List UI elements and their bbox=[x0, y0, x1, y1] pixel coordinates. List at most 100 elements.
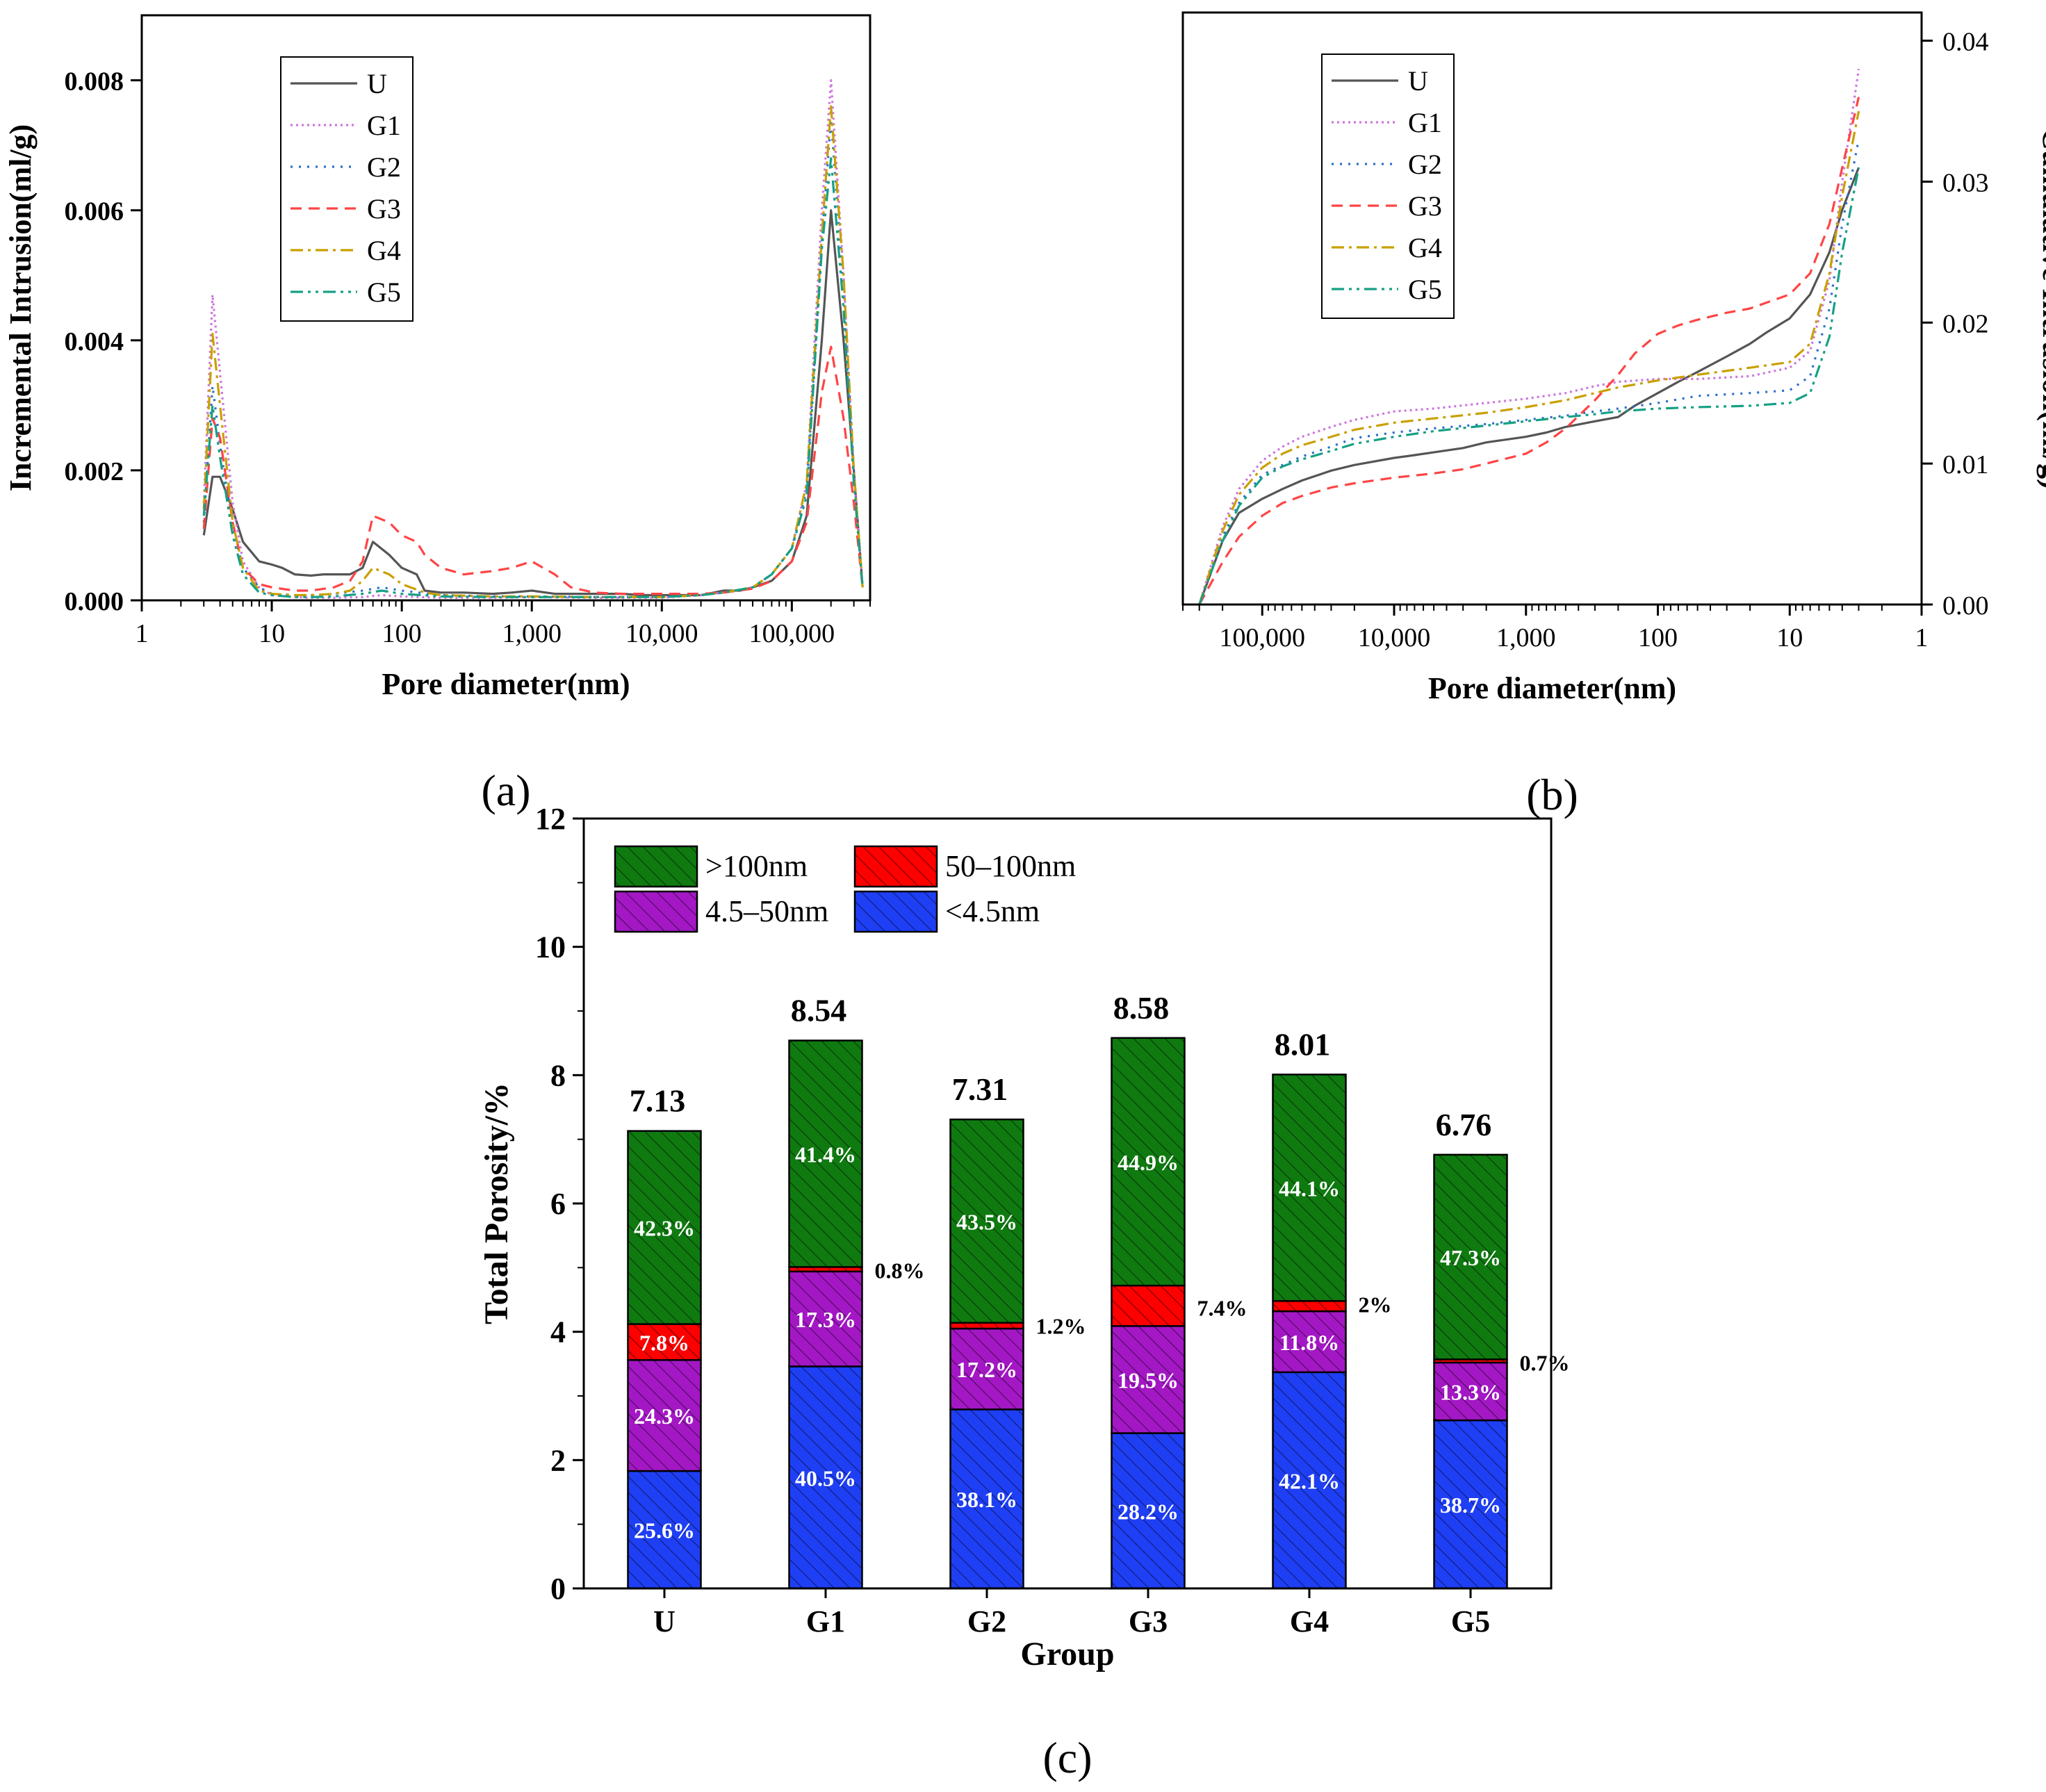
series-line-g5 bbox=[202, 157, 864, 598]
x-tick-label: 10,000 bbox=[625, 619, 698, 648]
x-tick-label: 100,000 bbox=[749, 619, 835, 648]
x-tick-label: 1,000 bbox=[502, 619, 562, 648]
x-tick-label: U bbox=[653, 1604, 676, 1638]
bar-g2-lt4_5-hatch bbox=[950, 1409, 1024, 1588]
segment-label: 42.1% bbox=[1279, 1468, 1340, 1493]
legend-swatch-hatch-gt100 bbox=[615, 846, 697, 887]
bar-g4-r50_100-hatch bbox=[1272, 1301, 1346, 1312]
panel-a-incremental-intrusion-chart: 1 10 100 1,000 10,000 100,000 0.000 0.002 0.004 0… bbox=[3, 14, 871, 815]
x-tick-label: 100 bbox=[1638, 623, 1678, 652]
y-axis-title: Total Porosity/% bbox=[478, 1083, 515, 1324]
segment-label: 0.8% bbox=[875, 1258, 925, 1283]
legend-label-g5: G5 bbox=[367, 277, 401, 308]
bar-g1-r4_5_50-hatch bbox=[789, 1271, 862, 1367]
legend-label-g4: G4 bbox=[1408, 232, 1442, 263]
series-line-g3 bbox=[202, 345, 864, 595]
y-tick-label: 0.002 bbox=[65, 457, 124, 486]
bar-g3-r4_5_50-hatch bbox=[1111, 1326, 1185, 1433]
x-tick-label: G2 bbox=[967, 1604, 1006, 1638]
series-line-g4 bbox=[202, 105, 864, 598]
x-tick-label: G5 bbox=[1451, 1604, 1490, 1638]
bar-total-label: 8.58 bbox=[1113, 990, 1170, 1026]
legend-label-r50_100: 50–100nm bbox=[945, 849, 1076, 883]
legend-label-gt100: >100nm bbox=[705, 849, 808, 883]
segment-label: 28.2% bbox=[1118, 1499, 1179, 1524]
plot-frame bbox=[1181, 11, 1923, 606]
y-tick-label: 6 bbox=[550, 1187, 566, 1221]
bar-total-label: 8.01 bbox=[1275, 1026, 1331, 1062]
segment-label: 2% bbox=[1359, 1292, 1392, 1317]
panel-caption: (a) bbox=[481, 766, 530, 815]
bar-g2-r4_5_50-hatch bbox=[950, 1329, 1024, 1410]
x-tick-label: 1,000 bbox=[1496, 623, 1556, 652]
legend-swatch-hatch-lt4_5 bbox=[855, 891, 937, 932]
segment-label: 41.4% bbox=[795, 1142, 856, 1167]
y-tick-label: 0.01 bbox=[1942, 450, 1989, 479]
y-axis-title: Incremental Intrusion(ml/g) bbox=[3, 124, 38, 491]
bar-g5-r4_5_50-hatch bbox=[1434, 1362, 1507, 1421]
segment-label: 43.5% bbox=[956, 1209, 1017, 1234]
y-tick-label: 12 bbox=[535, 802, 566, 836]
panel-c-total-porosity-chart: 25.6%24.3%7.8%42.3%7.13U40.5%17.3%0.8%41… bbox=[478, 802, 1570, 1782]
plot-frame bbox=[140, 14, 871, 602]
bar-g1-lt4_5-hatch bbox=[789, 1366, 862, 1588]
panel-caption: (b) bbox=[1526, 770, 1578, 819]
legend-label-g2: G2 bbox=[367, 151, 401, 183]
segment-label: 24.3% bbox=[634, 1404, 695, 1429]
y-tick-label: 0.006 bbox=[65, 197, 124, 227]
legend-label-g5: G5 bbox=[1408, 274, 1442, 305]
y-tick-label: 4 bbox=[550, 1315, 566, 1349]
bar-g2-r50_100-hatch bbox=[950, 1322, 1024, 1329]
y-axis-title: Cumulative Intrusion(ml/g) bbox=[2036, 128, 2046, 488]
bar-g5-gt100-hatch bbox=[1434, 1154, 1507, 1360]
x-tick-label: 10,000 bbox=[1358, 623, 1431, 652]
legend-swatch-hatch-r50_100 bbox=[855, 846, 937, 887]
x-tick-label: 1 bbox=[1915, 623, 1929, 652]
segment-label: 25.6% bbox=[634, 1518, 695, 1543]
segment-label: 0.7% bbox=[1520, 1350, 1570, 1375]
x-axis-title: Pore diameter(nm) bbox=[382, 667, 630, 701]
y-tick-label: 0.02 bbox=[1942, 309, 1989, 338]
panel-caption: (c) bbox=[1042, 1733, 1092, 1782]
series-line-g2 bbox=[202, 118, 864, 598]
y-tick-label: 0.004 bbox=[65, 327, 124, 356]
bar-g4-lt4_5-hatch bbox=[1272, 1372, 1346, 1588]
y-tick-label: 2 bbox=[550, 1443, 566, 1477]
segment-label: 7.8% bbox=[639, 1330, 689, 1355]
y-tick-label: 0.03 bbox=[1942, 168, 1989, 197]
segment-label: 19.5% bbox=[1118, 1367, 1179, 1392]
segment-label: 17.2% bbox=[956, 1357, 1017, 1382]
bar-u-r4_5_50-hatch bbox=[628, 1360, 701, 1472]
bar-g3-gt100-hatch bbox=[1111, 1037, 1185, 1286]
bar-total-label: 7.31 bbox=[952, 1071, 1008, 1107]
segment-label: 42.3% bbox=[634, 1216, 695, 1241]
legend: U G1 G2 G3 G4 G5 bbox=[1321, 54, 1455, 319]
x-tick-label: 1 bbox=[136, 619, 149, 648]
y-tick-label: 0.00 bbox=[1942, 591, 1989, 620]
segment-label: 17.3% bbox=[795, 1307, 856, 1332]
legend-label-g1: G1 bbox=[1408, 107, 1442, 138]
legend-swatch-hatch-r4_5_50 bbox=[615, 891, 697, 932]
legend-label-u: U bbox=[1408, 65, 1428, 97]
x-tick-label: 10 bbox=[259, 619, 285, 648]
bar-u-r50_100-hatch bbox=[628, 1324, 701, 1361]
y-tick-label: 0.008 bbox=[65, 67, 124, 97]
bar-g3-lt4_5-hatch bbox=[1111, 1433, 1185, 1588]
bar-g3-r50_100-hatch bbox=[1111, 1285, 1185, 1326]
segment-label: 38.7% bbox=[1440, 1493, 1501, 1518]
bar-u-lt4_5-hatch bbox=[628, 1471, 701, 1588]
series-line-g2 bbox=[1198, 139, 1860, 605]
x-tick-label: 100 bbox=[382, 619, 422, 648]
legend-label-g3: G3 bbox=[367, 193, 401, 224]
bar-g5-lt4_5-hatch bbox=[1434, 1420, 1507, 1588]
x-tick-label: 10 bbox=[1776, 623, 1803, 652]
bar-g1-r50_100-hatch bbox=[789, 1267, 862, 1272]
y-tick-label: 8 bbox=[550, 1058, 566, 1092]
legend-box bbox=[280, 56, 414, 322]
legend-label-lt4_5: <4.5nm bbox=[945, 894, 1040, 928]
bar-g5-r50_100-hatch bbox=[1434, 1359, 1507, 1363]
legend-label-g3: G3 bbox=[1408, 190, 1442, 222]
segment-label: 47.3% bbox=[1440, 1245, 1501, 1270]
legend-label-r4_5_50: 4.5–50nm bbox=[705, 894, 828, 928]
